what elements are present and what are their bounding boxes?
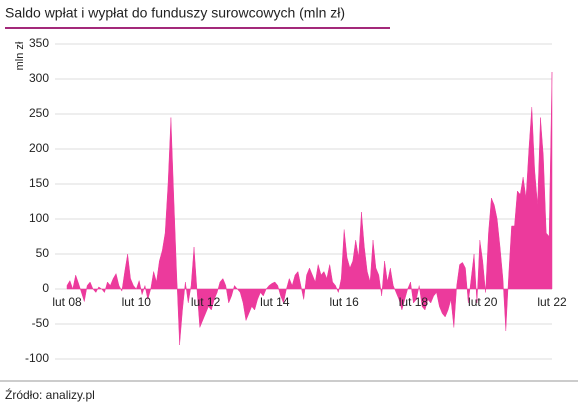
x-tick-label: lut 16 <box>329 295 359 309</box>
y-tick-label: -50 <box>32 316 50 330</box>
y-tick-label: 150 <box>29 176 49 190</box>
source: Źródło: analizy.pl <box>5 387 95 402</box>
y-axis-label: mln zł <box>14 41 26 70</box>
x-tick-label: lut 08 <box>52 295 82 309</box>
y-tick-label: 200 <box>29 141 49 155</box>
x-tick-label: lut 10 <box>122 295 152 309</box>
y-tick-label: -100 <box>25 351 49 365</box>
y-tick-label: 250 <box>29 106 49 120</box>
x-tick-label: lut 12 <box>191 295 221 309</box>
x-tick-label: lut 22 <box>537 295 567 309</box>
area <box>66 71 553 346</box>
x-tick-label: lut 20 <box>468 295 498 309</box>
y-tick-label: 0 <box>42 281 49 295</box>
y-tick-label: 300 <box>29 71 49 85</box>
y-tick-label: 50 <box>36 246 50 260</box>
y-tick-label: 350 <box>29 36 49 50</box>
x-tick-label: lut 14 <box>260 295 290 309</box>
chart-title: Saldo wpłat i wypłat do funduszy surowco… <box>5 5 345 21</box>
x-tick-label: lut 18 <box>399 295 429 309</box>
y-tick-label: 100 <box>29 211 49 225</box>
